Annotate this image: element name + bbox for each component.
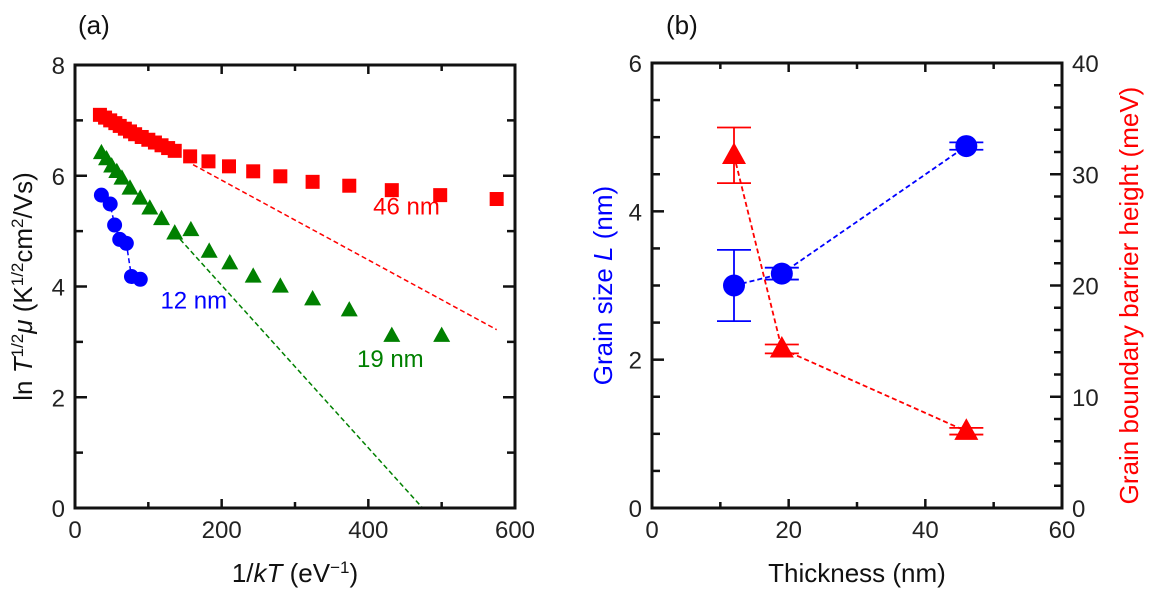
series-19nm: 19 nm [92,143,451,509]
data-point [770,262,793,285]
y-tick-label: 6 [629,51,642,78]
data-point [153,209,171,226]
label-part: (K [8,286,38,320]
data-point [121,179,139,195]
y-tick-label: 8 [52,53,65,80]
data-point [722,142,746,164]
data-point [141,199,159,215]
panel-label: (a) [78,10,110,40]
series-label: 19 nm [357,346,424,373]
data-point [183,149,198,164]
data-point [132,271,148,287]
plot-frame [650,61,1064,510]
y-tick-label: 10 [1072,385,1099,412]
y-tick-label: 4 [52,275,65,302]
x-axis-title: 1/kT (eV−1) [232,558,358,589]
label-part: ln [8,373,38,400]
data-point [340,301,358,317]
label-part: (nm) [588,186,618,247]
x-tick-label: 60 [1049,517,1076,544]
data-point [222,159,236,174]
series-label: 12 nm [160,288,227,315]
right-y-axis-title: Grain boundary barrier height (meV) [1114,87,1144,505]
x-axis-title: Thickness (nm) [768,558,946,588]
x-tick-label: 0 [645,517,658,544]
data-point [769,335,794,358]
x-tick-label: 20 [775,517,802,544]
connecting-line [733,155,967,433]
y-tick-label: 0 [1072,496,1085,523]
data-point [271,277,289,293]
left-y-axis-title: Grain size L (nm) [588,186,618,385]
data-point [433,188,448,203]
data-point [246,164,261,179]
data-point [954,418,979,440]
label-part: −1 [330,558,349,577]
data-point [955,135,978,158]
label-part: L [588,246,618,260]
x-tick-label: 200 [202,517,242,544]
y-tick-label: 0 [52,496,65,523]
label-part: 1/2 [8,334,27,358]
label-part: cm [8,228,38,263]
y-tick-label: 20 [1072,274,1099,301]
label-part: 1/2 [8,263,27,287]
label-part: 1/ [232,558,254,588]
y-tick-label: 2 [629,348,642,375]
x-tick-label: 600 [495,517,535,544]
label-part: kT [254,558,285,588]
data-point [305,174,320,189]
data-point [118,235,134,251]
y-tick-label: 4 [629,199,642,226]
y-tick-label: 0 [629,496,642,523]
series-46nm: 46 nm [92,107,504,331]
panel-a: (a) 46 nm 19 nm 12 nm 0 200 400 600 0 2 4 6 8 1/kT (e… [8,10,536,588]
data-point [244,267,262,283]
data-point [342,178,357,193]
y-tick-label: 2 [52,385,65,412]
panel-label: (b) [666,10,698,40]
data-point [166,224,184,240]
data-point [131,189,149,205]
data-point [102,196,118,212]
y-tick-label: 40 [1072,51,1099,78]
label-part: /Vs) [8,172,38,218]
connecting-line [733,145,967,287]
label-part: (eV [282,558,330,588]
data-point [113,169,131,185]
data-point [221,254,239,270]
y-tick-label: 6 [52,164,65,191]
data-point [433,326,451,342]
label-part: T [8,355,38,373]
data-point [383,326,401,342]
y-axis-title: ln T1/2μ (K1/2cm2/Vs) [8,172,39,401]
x-tick-label: 400 [348,517,388,544]
data-point [200,242,218,258]
data-point [167,143,182,158]
y-tick-label: 30 [1072,162,1099,189]
series-left-axis [717,135,984,323]
data-point [107,217,123,233]
label-part: μ [8,320,38,335]
label-part: ) [349,558,358,588]
data-point [384,183,399,198]
data-point [273,169,288,184]
fit-line [174,232,424,509]
series-right-axis [717,126,984,440]
x-tick-label: 40 [912,517,939,544]
data-point [182,220,200,237]
series-12nm: 12 nm [93,187,227,315]
data-point [489,192,504,207]
data-point [201,154,216,169]
series-label: 46 nm [373,194,440,221]
data-point [723,274,745,297]
data-point [304,290,322,306]
fit-line [192,164,498,331]
label-part: 2 [8,218,27,227]
label-part: Grain size [588,261,618,385]
x-tick-label: 0 [68,517,81,544]
